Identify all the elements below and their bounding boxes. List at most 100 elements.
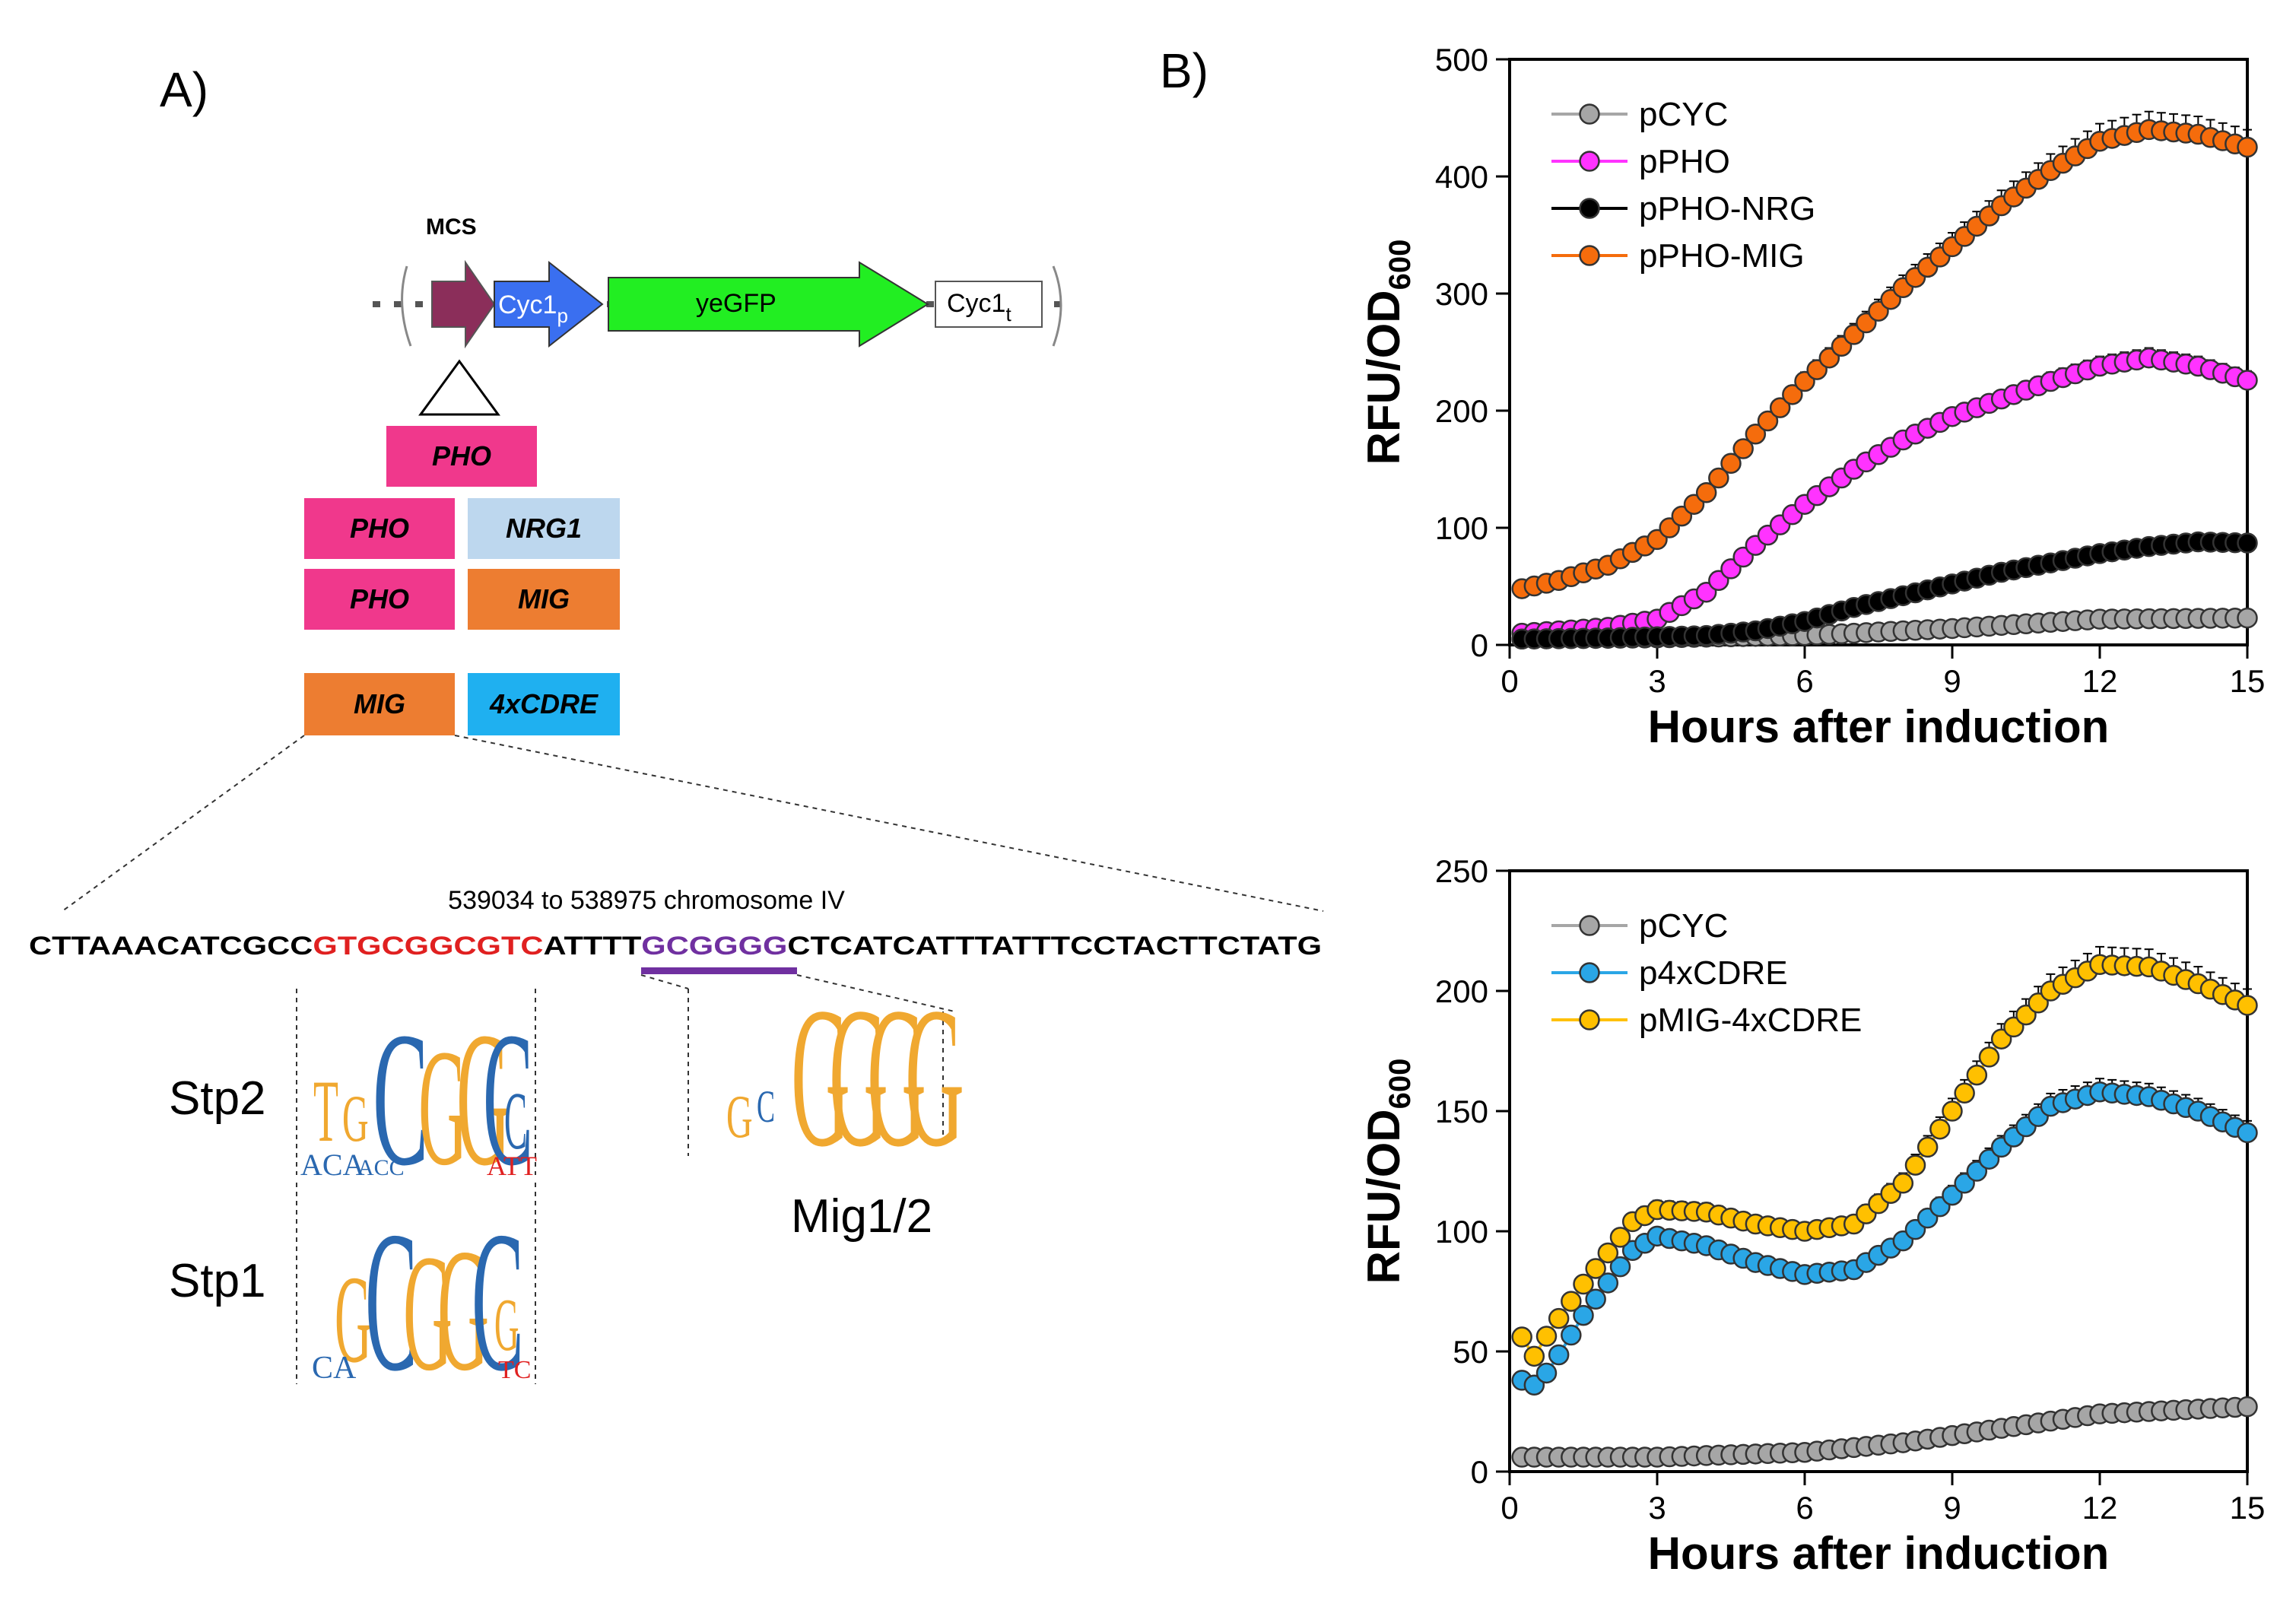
plot-frame <box>1508 58 2249 646</box>
series-line <box>1521 1090 2248 1387</box>
cyc1-terminator-box <box>935 281 1043 328</box>
data-point <box>1523 1374 1545 1396</box>
y-tick-label: 250 <box>1435 853 1488 889</box>
x-axis-label: Hours after induction <box>1648 1528 2110 1579</box>
data-point <box>1585 1288 1606 1310</box>
data-point <box>1917 1136 1939 1158</box>
data-point <box>1597 1272 1619 1294</box>
pho-box-top <box>386 426 537 487</box>
data-point <box>1573 1304 1594 1326</box>
y-tick-label: 200 <box>1435 973 1488 1009</box>
mig-box-label: MIG <box>518 583 570 614</box>
mcs-arrow <box>431 259 496 349</box>
plasmid-backbone <box>373 265 1072 347</box>
data-point <box>1585 1258 1606 1279</box>
x-tick-label: 0 <box>1500 663 1518 699</box>
legend-label: pCYC <box>1639 96 1728 133</box>
data-point <box>2237 1122 2258 1144</box>
data-point <box>1523 1345 1545 1367</box>
nrg1-box-label: NRG1 <box>506 513 582 544</box>
legend-marker <box>1579 103 1600 125</box>
mig12-label: Mig1/2 <box>791 1190 932 1243</box>
mcs-label: MCS <box>426 214 477 240</box>
data-point <box>1966 1161 1988 1182</box>
data-point <box>1745 424 1767 445</box>
data-point <box>1978 1148 2000 1170</box>
y-tick-label: 0 <box>1471 1454 1488 1490</box>
data-point <box>2028 992 2049 1014</box>
data-point <box>1573 1273 1594 1295</box>
svg-text:G: G <box>726 1084 753 1151</box>
chart-bottom: 0 50 100 150 200 250 0 3 6 9 12 15 Hours after induc… <box>1358 853 2265 1579</box>
legend-marker <box>1579 915 1600 936</box>
data-point <box>2237 1396 2258 1418</box>
stp1-logo: G C G G C G CA TC <box>296 1183 536 1413</box>
data-point <box>1695 482 1717 503</box>
series-pCYC <box>1511 1396 2258 1468</box>
legend-label: pPHO <box>1639 143 1730 180</box>
data-point <box>1561 1324 1582 1346</box>
data-point <box>1757 410 1779 432</box>
data-point <box>1892 1173 1914 1194</box>
x-tick-label: 0 <box>1500 1490 1518 1526</box>
mig-logo: G C G G G G <box>640 965 964 1189</box>
panel-a-label: A) <box>160 62 208 117</box>
legend-label: pMIG-4xCDRE <box>1639 1002 1862 1039</box>
svg-text:TC: TC <box>498 1356 531 1384</box>
y-tick-label: 0 <box>1471 627 1488 663</box>
cyc1-promoter-arrow <box>494 260 604 348</box>
svg-text:G: G <box>403 1221 453 1405</box>
x-tick-label: 12 <box>2082 1490 2118 1526</box>
zoom-line-right <box>454 735 1324 912</box>
data-point <box>2237 607 2258 629</box>
svg-text:G: G <box>437 1214 489 1408</box>
mig-box-2 <box>304 673 455 735</box>
pho-box-mig <box>304 569 455 630</box>
series-pPHO <box>1511 347 2258 644</box>
pho-box-nrg-label: PHO <box>350 513 409 544</box>
plot-frame <box>1508 869 2249 1473</box>
legend-marker <box>1579 1009 1600 1030</box>
mig-box <box>468 569 620 630</box>
svg-text:T: T <box>313 1062 338 1161</box>
data-point <box>2003 1016 2024 1038</box>
zoom-line-left <box>62 735 305 912</box>
dna-sequence: CTTAAACATCGCC GTGCGGCGTC ATTTT GCGGGG CTCATC… <box>29 932 1322 961</box>
series-p4xCDRE <box>1511 1078 2258 1396</box>
data-point <box>1929 1118 1951 1140</box>
svg-text:G: G <box>494 1282 519 1367</box>
svg-text:ACC: ACC <box>357 1155 405 1180</box>
svg-text:G: G <box>791 965 850 1188</box>
data-point <box>1978 1046 2000 1068</box>
series-pMIG-4xCDRE <box>1511 945 2258 1367</box>
data-point <box>1769 397 1791 418</box>
pho-box-mig-label: PHO <box>350 583 409 614</box>
data-point <box>1535 1326 1558 1347</box>
cdre-box <box>468 673 620 735</box>
stp2-label: Stp2 <box>169 1072 266 1125</box>
data-point <box>1732 438 1754 459</box>
insertion-triangle <box>418 359 500 416</box>
svg-text:G: G <box>456 992 510 1206</box>
svg-text:ATT: ATT <box>487 1151 537 1181</box>
chart-top: 0 100 200 300 400 500 0 3 6 9 12 15 Hours after indu… <box>1358 42 2265 752</box>
series-pPHO-NRG <box>1511 531 2258 650</box>
legend-label: p4xCDRE <box>1639 954 1788 992</box>
nrg1-box <box>468 498 620 559</box>
data-point <box>1966 1064 1988 1086</box>
data-point <box>1954 1082 1975 1104</box>
legend-label: pCYC <box>1639 907 1728 945</box>
legend-marker <box>1579 962 1600 983</box>
legend-marker <box>1579 198 1600 219</box>
stp2-logo: T G C G G C C ACA ACC ATT <box>296 989 537 1206</box>
svg-text:G: G <box>418 1015 468 1200</box>
x-tick-label: 12 <box>2082 663 2118 699</box>
data-point <box>1561 1291 1582 1312</box>
data-point <box>2015 1004 2037 1026</box>
x-tick-label: 6 <box>1796 663 1813 699</box>
yegfp-label: yeGFP <box>696 289 776 318</box>
svg-text:C: C <box>365 1191 418 1413</box>
data-point <box>1782 384 1803 405</box>
